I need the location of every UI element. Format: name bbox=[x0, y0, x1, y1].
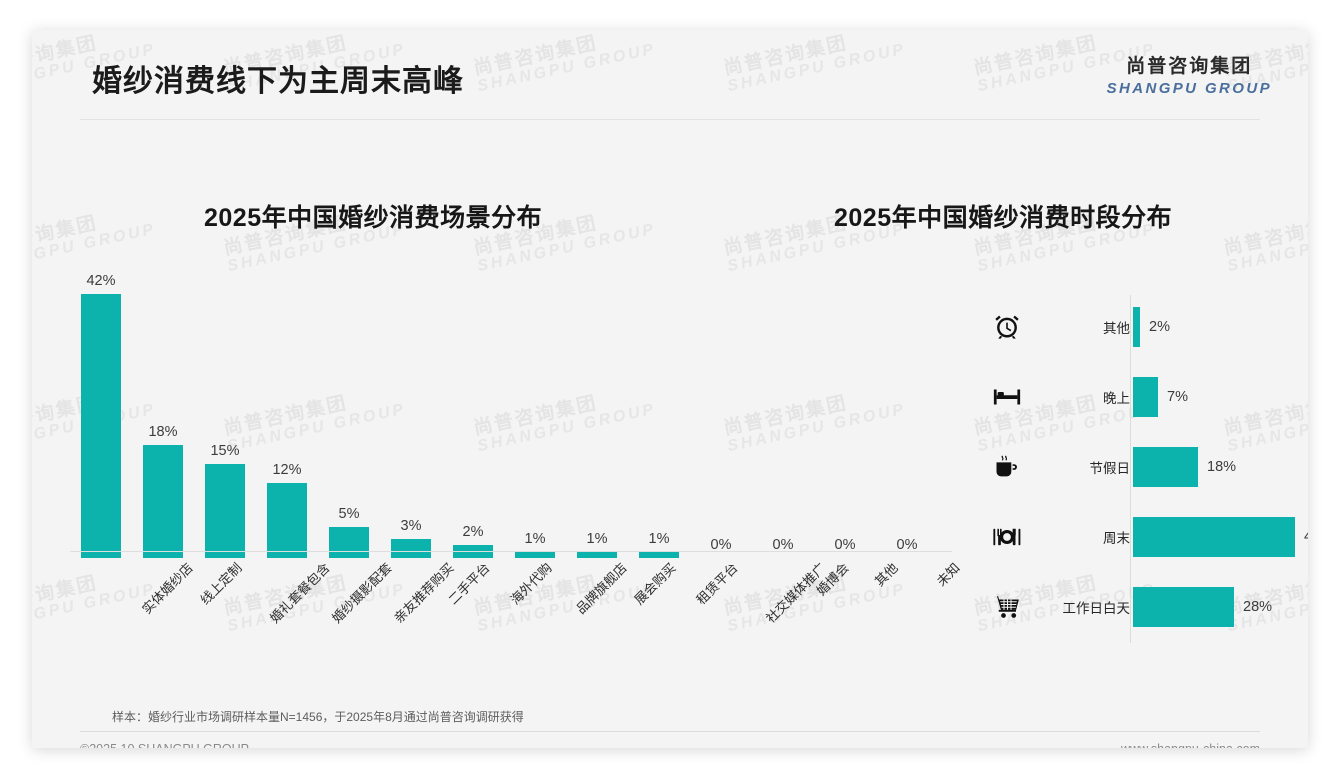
vertical-bar-column[interactable]: 5% bbox=[318, 268, 380, 558]
brand-name-cn: 尚普咨询集团 bbox=[1126, 56, 1253, 77]
vertical-bar-value-label: 0% bbox=[834, 537, 856, 553]
vertical-bar[interactable] bbox=[391, 539, 431, 558]
vertical-category-label: 其他 bbox=[871, 560, 901, 590]
vertical-bar-column[interactable]: 18% bbox=[132, 268, 194, 558]
chart-title-time-distribution: 2025年中国婚纱消费时段分布 bbox=[834, 204, 1173, 232]
vertical-bar-value-label: 15% bbox=[210, 443, 240, 459]
vertical-bar-chart: 42% 18% 15% 12% 5% 3% 2% 1% 1% 1% 0% 0% 0% 0% bbox=[70, 268, 952, 558]
horizontal-bar-value-label: 45% bbox=[1304, 529, 1308, 545]
horizontal-chart-axis bbox=[1130, 295, 1131, 643]
header-divider bbox=[80, 119, 1260, 120]
vertical-category-label: 租赁平台 bbox=[693, 560, 741, 608]
horizontal-category-label: 晚上 bbox=[1103, 391, 1130, 406]
alarm-clock-icon bbox=[990, 310, 1024, 344]
vertical-bar-column[interactable]: 1% bbox=[504, 268, 566, 558]
horizontal-category-label: 工作日白天 bbox=[1062, 601, 1131, 616]
horizontal-bar-chart: 其他 2% 晚上 7% 节假日 18% 周末 45% 工作日白天 28% bbox=[972, 292, 1308, 642]
horizontal-bar-value-label: 28% bbox=[1243, 599, 1273, 615]
vertical-category-label: 海外代购 bbox=[507, 560, 555, 608]
horizontal-bar-value-label: 18% bbox=[1207, 459, 1237, 475]
horizontal-category-label: 其他 bbox=[1103, 321, 1130, 336]
footer-divider bbox=[80, 731, 1260, 732]
footnote: 样本：婚纱行业市场调研样本量N=1456，于2025年8月通过尚普咨询调研获得 bbox=[112, 710, 524, 724]
horizontal-bar[interactable] bbox=[1133, 517, 1295, 557]
horizontal-bar-value-label: 7% bbox=[1167, 389, 1188, 405]
vertical-bar-value-label: 1% bbox=[586, 531, 608, 547]
horizontal-category-label: 周末 bbox=[1103, 531, 1130, 546]
vertical-category-label: 实体婚纱店 bbox=[139, 560, 196, 617]
vertical-bar-column[interactable]: 12% bbox=[256, 268, 318, 558]
brand-logo: 尚普咨询集团 SHANGPU GROUP bbox=[1107, 56, 1272, 98]
vertical-bar-value-label: 0% bbox=[772, 537, 794, 553]
vertical-bar[interactable] bbox=[515, 552, 555, 558]
horizontal-category-label: 节假日 bbox=[1089, 461, 1131, 476]
vertical-bar[interactable] bbox=[81, 294, 121, 558]
vertical-bar-value-label: 5% bbox=[338, 506, 360, 522]
vertical-bar-value-label: 18% bbox=[148, 424, 178, 440]
vertical-bar-value-label: 3% bbox=[400, 518, 422, 534]
horizontal-bar[interactable] bbox=[1133, 307, 1140, 347]
vertical-bar[interactable] bbox=[143, 445, 183, 558]
vertical-bar[interactable] bbox=[639, 552, 679, 558]
vertical-bar-column[interactable]: 15% bbox=[194, 268, 256, 558]
vertical-bar-column[interactable]: 42% bbox=[70, 268, 132, 558]
dining-plate-icon bbox=[990, 520, 1024, 554]
horizontal-bar[interactable] bbox=[1133, 377, 1158, 417]
vertical-bar-value-label: 1% bbox=[524, 531, 546, 547]
coffee-cup-icon bbox=[990, 450, 1024, 484]
vertical-bar-value-label: 1% bbox=[648, 531, 670, 547]
vertical-bar[interactable] bbox=[267, 483, 307, 558]
horizontal-bar-row[interactable]: 其他 2% bbox=[972, 292, 1308, 362]
horizontal-bar-row[interactable]: 工作日白天 28% bbox=[972, 572, 1308, 642]
horizontal-bar-row[interactable]: 节假日 18% bbox=[972, 432, 1308, 502]
vertical-bar-column[interactable]: 0% bbox=[752, 268, 814, 558]
vertical-bar-column[interactable]: 0% bbox=[814, 268, 876, 558]
vertical-bar-column[interactable]: 0% bbox=[876, 268, 938, 558]
vertical-bar-value-label: 0% bbox=[710, 537, 732, 553]
vertical-bar[interactable] bbox=[577, 552, 617, 558]
shopping-cart-icon bbox=[990, 590, 1024, 624]
vertical-bar-column[interactable]: 0% bbox=[690, 268, 752, 558]
page-title: 婚纱消费线下为主周末高峰 bbox=[92, 65, 464, 98]
vertical-category-label: 婚礼套餐包含 bbox=[266, 560, 333, 626]
charts-area: 2025年中国婚纱消费场景分布 2025年中国婚纱消费时段分布 42% 18% 15… bbox=[32, 30, 1308, 748]
brand-name-en: SHANGPU GROUP bbox=[1106, 79, 1272, 97]
horizontal-bar[interactable] bbox=[1133, 447, 1198, 487]
vertical-category-label: 品牌旗舰店 bbox=[573, 560, 630, 617]
vertical-bar[interactable] bbox=[205, 464, 245, 558]
vertical-category-label: 婚纱摄影配套 bbox=[328, 560, 395, 626]
vertical-category-label: 未知 bbox=[933, 560, 963, 590]
horizontal-bar-value-label: 2% bbox=[1149, 319, 1170, 335]
horizontal-bar-row[interactable]: 周末 45% bbox=[972, 502, 1308, 572]
vertical-bar-column[interactable]: 1% bbox=[628, 268, 690, 558]
footer-website[interactable]: www.shangpu-china.com bbox=[1121, 742, 1260, 748]
vertical-bar-value-label: 0% bbox=[896, 537, 918, 553]
horizontal-bar[interactable] bbox=[1133, 587, 1234, 627]
vertical-category-label: 线上定制 bbox=[197, 560, 245, 608]
vertical-chart-baseline bbox=[70, 551, 952, 552]
horizontal-bar-row[interactable]: 晚上 7% bbox=[972, 362, 1308, 432]
vertical-bar-column[interactable]: 1% bbox=[566, 268, 628, 558]
slide-header: 婚纱消费线下为主周末高峰 尚普咨询集团 SHANGPU GROUP bbox=[32, 30, 1308, 120]
footer-copyright: ©2025.10 SHANGPU GROUP bbox=[80, 742, 249, 748]
vertical-bar-column[interactable]: 3% bbox=[380, 268, 442, 558]
slide-card: 尚普咨询集团 SHANGPU GROUP 尚普咨询集团 SHANGPU GROUP 尚普… bbox=[32, 30, 1308, 748]
vertical-bar-column[interactable]: 2% bbox=[442, 268, 504, 558]
chart-title-scene-distribution: 2025年中国婚纱消费场景分布 bbox=[204, 204, 543, 232]
vertical-bar-value-label: 2% bbox=[462, 524, 484, 540]
vertical-bar-value-label: 42% bbox=[86, 273, 116, 289]
bed-icon bbox=[990, 380, 1024, 414]
vertical-bar-value-label: 12% bbox=[272, 462, 302, 478]
vertical-category-label: 展会购买 bbox=[631, 560, 679, 608]
vertical-bar[interactable] bbox=[329, 527, 369, 558]
